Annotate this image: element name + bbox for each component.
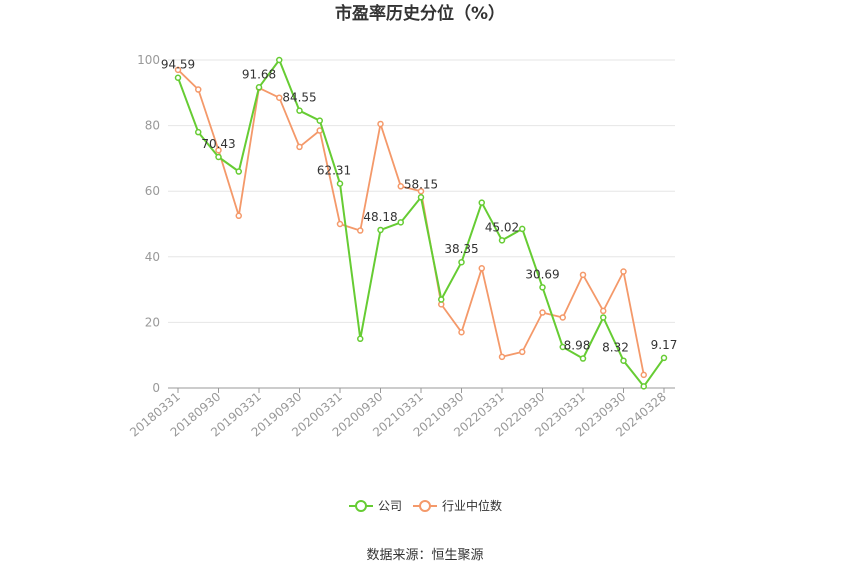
y-tick-label: 0	[152, 381, 160, 395]
data-point[interactable]	[620, 357, 627, 364]
data-label: 70.43	[201, 137, 235, 151]
data-point[interactable]	[498, 353, 506, 361]
data-point[interactable]	[417, 187, 425, 195]
data-point[interactable]	[478, 265, 485, 272]
data-point[interactable]	[174, 74, 182, 81]
data-point[interactable]	[438, 296, 445, 303]
source-text: 数据来源：恒生聚源	[366, 548, 483, 563]
data-point[interactable]	[195, 86, 202, 93]
data-point[interactable]	[559, 314, 566, 321]
legend-label: 行业中位数	[442, 498, 502, 513]
data-point[interactable]	[296, 143, 303, 151]
data-point[interactable]	[377, 226, 384, 234]
data-label: 8.98	[564, 339, 591, 353]
data-point[interactable]	[458, 258, 465, 266]
data-point[interactable]	[417, 194, 425, 201]
data-point[interactable]	[235, 168, 242, 175]
data-point[interactable]	[357, 227, 364, 234]
data-point[interactable]	[498, 237, 506, 244]
legend-item-0[interactable]: 公司	[349, 499, 402, 513]
legend[interactable]: 公司 行业中位数	[349, 498, 502, 513]
data-point[interactable]	[539, 309, 546, 316]
data-point[interactable]	[579, 271, 587, 279]
axes: 0204060801002018033120180930201903312019…	[127, 53, 675, 440]
data-label: 45.02	[485, 220, 519, 234]
data-point[interactable]	[559, 343, 566, 351]
data-labels: 94.59 70.43 91.68 84.55 62.31 48.18 58.15 38.35…	[161, 58, 678, 355]
series-line-0	[177, 59, 665, 388]
data-point[interactable]	[235, 212, 242, 220]
data-label: 91.68	[242, 67, 276, 81]
legend-item-1[interactable]: 行业中位数	[413, 498, 502, 513]
data-point[interactable]	[215, 146, 222, 154]
data-point[interactable]	[620, 268, 627, 275]
data-point[interactable]	[174, 66, 182, 74]
legend-marker	[419, 500, 431, 512]
data-point[interactable]	[357, 335, 364, 343]
y-tick-label: 100	[137, 53, 160, 67]
data-point[interactable]	[296, 107, 303, 114]
data-label: 30.69	[525, 267, 559, 281]
y-tick-label: 80	[145, 119, 160, 133]
data-point[interactable]	[519, 225, 526, 233]
series-line-1	[177, 69, 645, 376]
y-tick-label: 60	[145, 184, 160, 198]
legend-marker	[355, 500, 367, 512]
data-point[interactable]	[276, 94, 283, 101]
data-point[interactable]	[579, 355, 587, 362]
data-label: 48.18	[363, 210, 397, 224]
data-point[interactable]	[276, 56, 283, 64]
data-point[interactable]	[640, 383, 647, 390]
legend-label: 公司	[378, 499, 402, 513]
chart-title: 市盈率历史分位（%）	[335, 3, 505, 24]
series-layer	[174, 56, 668, 390]
data-point[interactable]	[478, 199, 485, 206]
data-point[interactable]	[660, 354, 668, 362]
data-label: 9.17	[651, 338, 678, 352]
data-point[interactable]	[539, 284, 546, 291]
data-point[interactable]	[397, 183, 404, 190]
data-label: 62.31	[317, 164, 351, 178]
data-point[interactable]	[640, 371, 647, 379]
data-point[interactable]	[215, 153, 222, 161]
data-label: 38.35	[444, 242, 478, 256]
data-point[interactable]	[458, 328, 465, 336]
data-point[interactable]	[377, 120, 384, 128]
data-point[interactable]	[600, 307, 607, 315]
y-tick-label: 40	[145, 250, 160, 264]
data-point[interactable]	[336, 180, 344, 187]
data-point[interactable]	[336, 220, 344, 228]
data-label: 58.15	[404, 177, 438, 191]
data-point[interactable]	[255, 84, 263, 91]
data-point[interactable]	[519, 348, 526, 356]
data-point[interactable]	[316, 117, 323, 124]
data-label: 84.55	[282, 91, 316, 105]
data-point[interactable]	[397, 219, 404, 226]
data-label: 94.59	[161, 58, 195, 72]
data-point[interactable]	[600, 314, 607, 321]
y-tick-label: 20	[145, 315, 160, 329]
data-label: 8.32	[602, 341, 629, 355]
data-point[interactable]	[195, 128, 202, 136]
